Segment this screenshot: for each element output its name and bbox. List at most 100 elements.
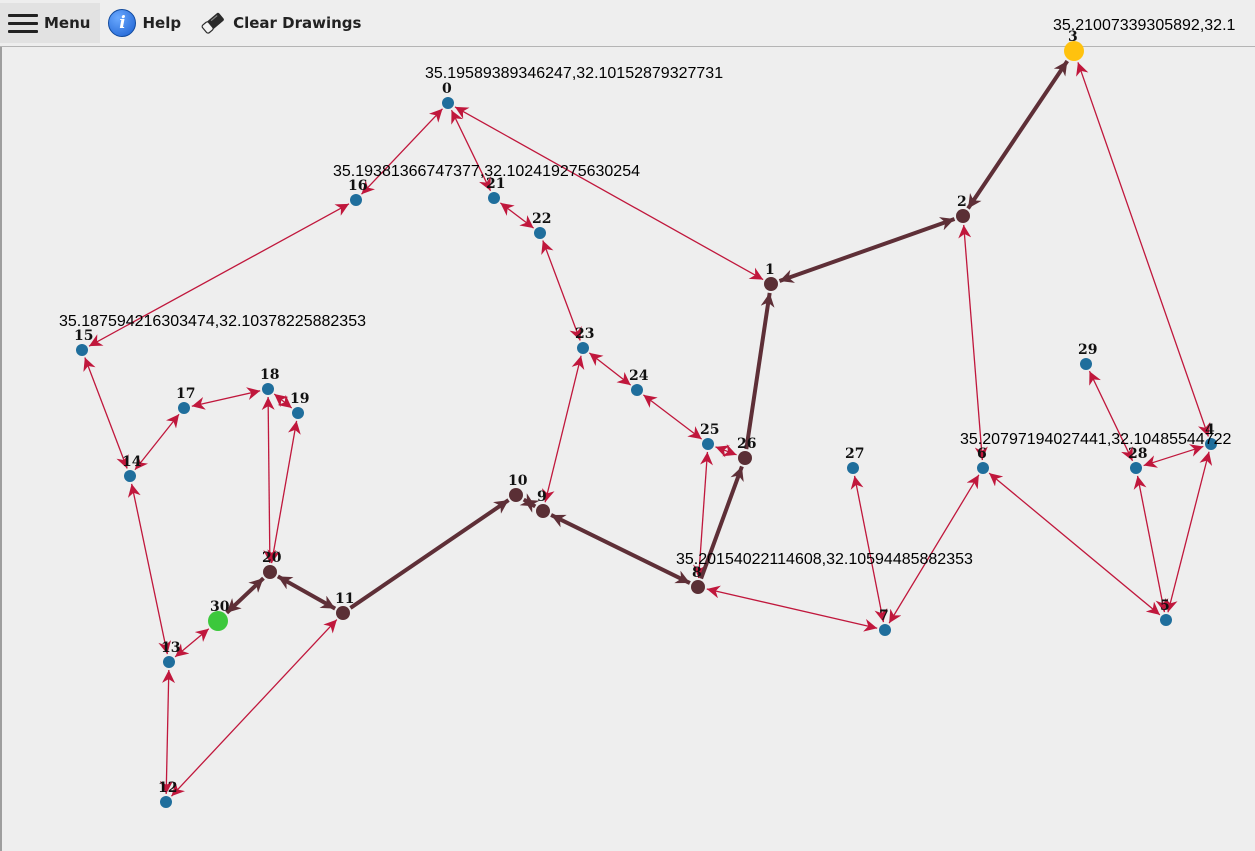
node-22-marker[interactable] bbox=[534, 227, 546, 239]
edge-25-26 bbox=[715, 444, 737, 458]
node-26[interactable]: 26 bbox=[737, 436, 756, 465]
node-23-marker[interactable] bbox=[577, 342, 589, 354]
node-4[interactable]: 4 bbox=[1205, 422, 1217, 450]
hamburger-menu-icon bbox=[8, 12, 38, 34]
node-3-label: 3 bbox=[1068, 29, 1078, 45]
node-28[interactable]: 28 bbox=[1128, 446, 1147, 474]
node-25-marker[interactable] bbox=[702, 438, 714, 450]
menu-button[interactable]: Menu bbox=[0, 3, 101, 43]
edge-22-23 bbox=[541, 240, 582, 341]
node-19-label: 19 bbox=[290, 391, 309, 407]
node-29-marker[interactable] bbox=[1080, 358, 1092, 370]
node-8-marker[interactable] bbox=[691, 580, 705, 594]
node-30-marker[interactable] bbox=[208, 611, 228, 631]
node-13-marker[interactable] bbox=[163, 656, 175, 668]
node-0-marker[interactable] bbox=[442, 97, 454, 109]
node-7-marker[interactable] bbox=[879, 624, 891, 636]
node-24[interactable]: 24 bbox=[629, 368, 649, 396]
help-button[interactable]: i Help bbox=[100, 3, 191, 43]
node-3-marker[interactable] bbox=[1064, 41, 1084, 61]
node-14-label: 14 bbox=[122, 454, 142, 470]
edge-13-12 bbox=[159, 669, 176, 795]
menu-label: Menu bbox=[44, 14, 91, 32]
node-16-marker[interactable] bbox=[350, 194, 362, 206]
node-6-label: 6 bbox=[977, 446, 987, 462]
node-10-marker[interactable] bbox=[509, 488, 523, 502]
node-16-label: 16 bbox=[348, 178, 367, 194]
node-9-label: 9 bbox=[537, 489, 547, 505]
node-12[interactable]: 12 bbox=[158, 780, 177, 808]
node-9-marker[interactable] bbox=[536, 504, 550, 518]
node-5-marker[interactable] bbox=[1160, 614, 1172, 626]
node-11[interactable]: 11 bbox=[335, 591, 354, 620]
node-6-marker[interactable] bbox=[977, 462, 989, 474]
node-18-marker[interactable] bbox=[262, 383, 274, 395]
node-29[interactable]: 29 bbox=[1078, 342, 1097, 370]
edge-14-17 bbox=[134, 413, 180, 471]
node-14-marker[interactable] bbox=[124, 470, 136, 482]
node-3[interactable]: 3 bbox=[1064, 29, 1084, 61]
node-10-label: 10 bbox=[508, 473, 528, 489]
node-1-marker[interactable] bbox=[764, 277, 778, 291]
node-30[interactable]: 30 bbox=[208, 599, 230, 631]
node-19-marker[interactable] bbox=[292, 407, 304, 419]
node-14[interactable]: 14 bbox=[122, 454, 142, 482]
clear-drawings-button[interactable]: Clear Drawings bbox=[191, 3, 371, 43]
node-21-marker[interactable] bbox=[488, 192, 500, 204]
node-2-marker[interactable] bbox=[956, 209, 970, 223]
node-18[interactable]: 18 bbox=[260, 367, 279, 395]
node-11-marker[interactable] bbox=[336, 606, 350, 620]
node-19[interactable]: 19 bbox=[290, 391, 309, 419]
eraser-icon bbox=[199, 10, 227, 36]
edge-8-7 bbox=[706, 585, 878, 632]
node-25[interactable]: 25 bbox=[700, 422, 719, 450]
canvas-left-border bbox=[0, 47, 2, 851]
node-13[interactable]: 13 bbox=[161, 640, 180, 668]
edge-23-24 bbox=[588, 352, 632, 386]
coordinate-label-node-8: 35.20154022114608,32.10594485882353 bbox=[676, 551, 973, 568]
node-16[interactable]: 16 bbox=[348, 178, 367, 206]
node-26-marker[interactable] bbox=[738, 451, 752, 465]
edge-9-8 bbox=[550, 513, 691, 585]
node-24-marker[interactable] bbox=[631, 384, 643, 396]
edge-20-11 bbox=[276, 574, 337, 611]
node-13-label: 13 bbox=[161, 640, 180, 656]
node-20-marker[interactable] bbox=[263, 565, 277, 579]
edge-23-9 bbox=[541, 355, 585, 503]
node-8[interactable]: 8 bbox=[691, 565, 705, 594]
node-12-label: 12 bbox=[158, 780, 177, 796]
edge-1-2 bbox=[778, 217, 956, 283]
node-12-marker[interactable] bbox=[160, 796, 172, 808]
node-1[interactable]: 1 bbox=[764, 262, 778, 291]
node-17[interactable]: 17 bbox=[176, 386, 195, 414]
info-icon: i bbox=[108, 9, 137, 37]
node-29-label: 29 bbox=[1078, 342, 1097, 358]
node-21-label: 21 bbox=[486, 176, 505, 192]
node-6[interactable]: 6 bbox=[977, 446, 989, 474]
node-15[interactable]: 15 bbox=[74, 328, 93, 356]
edge-15-14 bbox=[83, 357, 129, 469]
node-28-marker[interactable] bbox=[1130, 462, 1142, 474]
node-23[interactable]: 23 bbox=[575, 326, 594, 354]
node-4-marker[interactable] bbox=[1205, 438, 1217, 450]
node-28-label: 28 bbox=[1128, 446, 1147, 462]
node-27-marker[interactable] bbox=[847, 462, 859, 474]
coordinate-label-node-6: 35.20797194027441,32.10485544722 bbox=[960, 431, 1231, 448]
edge-12-11 bbox=[170, 619, 338, 797]
node-5[interactable]: 5 bbox=[1160, 598, 1172, 626]
node-0[interactable]: 0 bbox=[442, 81, 454, 109]
edges-layer bbox=[83, 59, 1213, 797]
node-17-marker[interactable] bbox=[178, 402, 190, 414]
node-2[interactable]: 2 bbox=[956, 194, 970, 223]
nodes-layer: 0123456789101112131415161718192021222324… bbox=[74, 29, 1217, 808]
node-10[interactable]: 10 bbox=[508, 473, 528, 502]
node-7[interactable]: 7 bbox=[879, 608, 891, 636]
node-21[interactable]: 21 bbox=[486, 176, 505, 204]
node-9[interactable]: 9 bbox=[536, 489, 550, 518]
node-27[interactable]: 27 bbox=[845, 446, 864, 474]
node-22[interactable]: 22 bbox=[532, 211, 551, 239]
node-15-marker[interactable] bbox=[76, 344, 88, 356]
node-20[interactable]: 20 bbox=[262, 550, 282, 579]
coordinate-label-node-16: 35.19381366747377,32.102419275630254 bbox=[333, 163, 640, 180]
